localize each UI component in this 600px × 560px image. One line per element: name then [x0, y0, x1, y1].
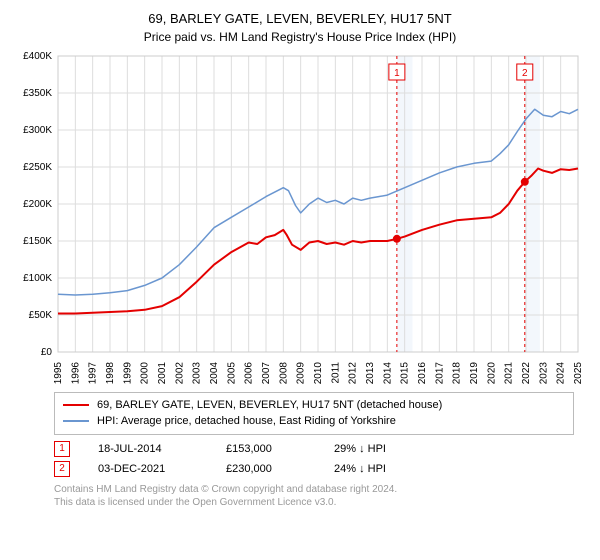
footer-line: Contains HM Land Registry data © Crown c… — [54, 483, 586, 497]
legend-label: 69, BARLEY GATE, LEVEN, BEVERLEY, HU17 5… — [97, 397, 442, 414]
svg-text:£150K: £150K — [23, 236, 52, 247]
svg-text:£100K: £100K — [23, 273, 52, 284]
svg-text:2016: 2016 — [417, 361, 428, 384]
svg-text:1998: 1998 — [105, 361, 116, 384]
legend-item: HPI: Average price, detached house, East… — [63, 413, 565, 430]
svg-text:2007: 2007 — [261, 361, 272, 384]
svg-text:2023: 2023 — [538, 361, 549, 384]
svg-text:2019: 2019 — [469, 361, 480, 384]
svg-text:£0: £0 — [41, 347, 53, 358]
svg-text:2006: 2006 — [244, 361, 255, 384]
svg-text:2008: 2008 — [278, 361, 289, 384]
svg-text:2024: 2024 — [556, 361, 567, 384]
svg-text:2011: 2011 — [330, 361, 341, 383]
legend-item: 69, BARLEY GATE, LEVEN, BEVERLEY, HU17 5… — [63, 397, 565, 414]
sale-diff: 24% ↓ HPI — [334, 463, 424, 475]
svg-text:2015: 2015 — [400, 361, 411, 384]
svg-text:2004: 2004 — [209, 361, 220, 384]
svg-text:2018: 2018 — [452, 361, 463, 384]
legend-color-swatch — [63, 420, 89, 422]
svg-text:2005: 2005 — [226, 361, 237, 384]
sale-price: £153,000 — [226, 443, 306, 455]
svg-text:£200K: £200K — [23, 199, 52, 210]
sale-price: £230,000 — [226, 463, 306, 475]
svg-text:£250K: £250K — [23, 162, 52, 173]
svg-text:2014: 2014 — [382, 361, 393, 384]
footer-line: This data is licensed under the Open Gov… — [54, 496, 586, 510]
sale-diff: 29% ↓ HPI — [334, 443, 424, 455]
sale-data-table: 1 18-JUL-2014 £153,000 29% ↓ HPI 2 03-DE… — [54, 441, 586, 477]
svg-text:2020: 2020 — [486, 361, 497, 384]
svg-text:2012: 2012 — [348, 361, 359, 384]
marker-badge: 2 — [54, 461, 70, 477]
svg-text:1995: 1995 — [53, 361, 64, 384]
sale-data-row: 1 18-JUL-2014 £153,000 29% ↓ HPI — [54, 441, 586, 457]
marker-badge: 1 — [54, 441, 70, 457]
svg-text:£400K: £400K — [23, 51, 52, 62]
svg-text:2017: 2017 — [434, 361, 445, 384]
footer-attribution: Contains HM Land Registry data © Crown c… — [54, 483, 586, 510]
svg-text:£50K: £50K — [29, 310, 53, 321]
svg-text:1: 1 — [394, 68, 400, 79]
svg-text:2000: 2000 — [140, 361, 151, 384]
legend: 69, BARLEY GATE, LEVEN, BEVERLEY, HU17 5… — [54, 392, 574, 435]
svg-text:2022: 2022 — [521, 361, 532, 384]
svg-text:2009: 2009 — [296, 361, 307, 384]
svg-text:2002: 2002 — [174, 361, 185, 384]
chart-subtitle: Price paid vs. HM Land Registry's House … — [14, 30, 586, 44]
svg-text:2021: 2021 — [504, 361, 515, 384]
svg-text:£300K: £300K — [23, 125, 52, 136]
svg-text:2001: 2001 — [157, 361, 168, 384]
sale-date: 18-JUL-2014 — [98, 443, 198, 455]
svg-text:2010: 2010 — [313, 361, 324, 384]
svg-text:2013: 2013 — [365, 361, 376, 384]
sale-date: 03-DEC-2021 — [98, 463, 198, 475]
svg-text:1999: 1999 — [122, 361, 133, 384]
legend-color-swatch — [63, 404, 89, 406]
svg-text:1997: 1997 — [88, 361, 99, 384]
chart-title: 69, BARLEY GATE, LEVEN, BEVERLEY, HU17 5… — [14, 10, 586, 28]
legend-label: HPI: Average price, detached house, East… — [97, 413, 396, 430]
svg-text:2: 2 — [522, 68, 528, 79]
sale-data-row: 2 03-DEC-2021 £230,000 24% ↓ HPI — [54, 461, 586, 477]
chart-container: 69, BARLEY GATE, LEVEN, BEVERLEY, HU17 5… — [0, 0, 600, 560]
svg-text:1996: 1996 — [70, 361, 81, 384]
svg-text:2003: 2003 — [192, 361, 203, 384]
svg-text:£350K: £350K — [23, 88, 52, 99]
price-chart: £0 £50K £100K £150K £200K £250K £300K £350K £400… — [14, 50, 586, 390]
svg-text:2025: 2025 — [573, 361, 584, 384]
